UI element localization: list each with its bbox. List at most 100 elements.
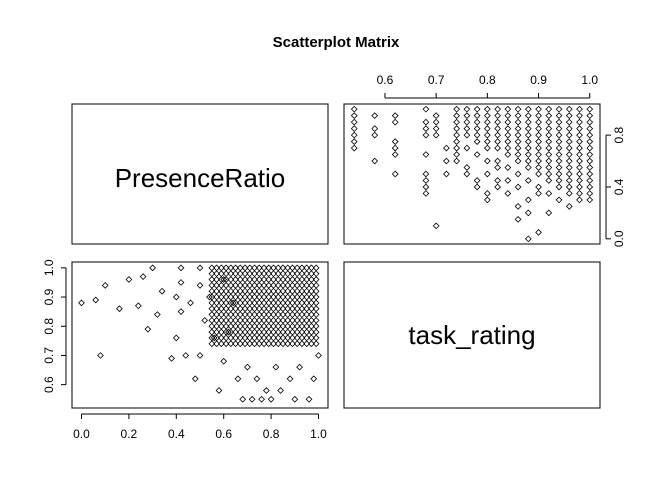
data-point bbox=[222, 264, 230, 272]
data-point bbox=[463, 105, 471, 113]
top-axis-tick-label: 0.7 bbox=[428, 73, 445, 87]
data-point bbox=[210, 334, 218, 342]
data-point bbox=[92, 296, 100, 304]
data-point bbox=[453, 157, 461, 165]
data-point bbox=[232, 334, 239, 342]
data-point bbox=[422, 177, 430, 184]
data-point bbox=[284, 340, 292, 348]
data-point bbox=[586, 190, 594, 197]
data-point bbox=[298, 334, 306, 342]
data-point bbox=[504, 164, 512, 171]
data-point bbox=[284, 328, 292, 336]
data-point bbox=[227, 322, 235, 330]
data-point bbox=[308, 317, 315, 324]
data-point bbox=[270, 311, 277, 318]
data-point bbox=[213, 293, 220, 301]
data-point bbox=[514, 183, 522, 191]
data-point bbox=[258, 395, 265, 403]
data-point bbox=[213, 317, 220, 324]
data-point bbox=[284, 317, 292, 324]
data-point bbox=[274, 264, 282, 272]
data-point bbox=[555, 131, 563, 139]
data-point bbox=[565, 177, 573, 184]
scatter-points-bottom-left bbox=[78, 264, 322, 403]
data-point bbox=[293, 281, 301, 289]
data-point bbox=[312, 264, 320, 272]
data-point bbox=[217, 305, 225, 313]
data-point bbox=[251, 322, 258, 330]
data-point bbox=[274, 287, 282, 295]
data-point bbox=[494, 157, 501, 165]
data-point bbox=[576, 131, 583, 139]
data-point bbox=[293, 270, 301, 278]
data-point bbox=[232, 328, 239, 336]
data-point bbox=[284, 276, 292, 283]
data-point bbox=[213, 270, 220, 278]
data-point bbox=[524, 177, 532, 184]
data-point bbox=[177, 308, 185, 316]
data-point bbox=[222, 340, 230, 348]
data-point bbox=[545, 138, 553, 145]
data-point bbox=[255, 270, 263, 278]
data-point bbox=[236, 299, 244, 307]
data-point bbox=[246, 281, 254, 289]
data-point bbox=[303, 317, 311, 324]
data-point bbox=[208, 328, 216, 336]
data-point bbox=[555, 157, 563, 165]
data-point bbox=[241, 281, 249, 289]
data-point bbox=[315, 352, 322, 359]
data-point bbox=[514, 157, 522, 165]
data-point bbox=[274, 311, 282, 318]
data-point bbox=[251, 264, 258, 272]
data-point bbox=[545, 164, 553, 171]
data-point bbox=[298, 264, 306, 272]
data-point bbox=[270, 305, 277, 313]
data-point bbox=[303, 340, 311, 348]
data-point bbox=[494, 112, 501, 120]
data-point bbox=[432, 112, 440, 120]
data-point bbox=[232, 305, 239, 313]
data-point bbox=[236, 328, 244, 336]
data-point bbox=[251, 317, 258, 324]
data-point bbox=[422, 125, 430, 132]
data-point bbox=[265, 293, 273, 301]
data-point bbox=[586, 125, 594, 132]
data-point bbox=[565, 183, 573, 191]
data-point bbox=[270, 334, 277, 342]
data-point bbox=[232, 270, 239, 278]
data-point bbox=[298, 311, 306, 318]
data-point bbox=[308, 299, 315, 307]
data-point bbox=[260, 305, 268, 313]
data-point bbox=[463, 170, 471, 178]
data-point bbox=[208, 305, 216, 313]
data-point bbox=[350, 125, 358, 132]
data-point bbox=[586, 170, 594, 178]
data-point bbox=[239, 395, 247, 403]
data-point bbox=[483, 112, 491, 120]
data-point bbox=[432, 131, 440, 139]
data-point bbox=[298, 328, 306, 336]
data-point bbox=[565, 125, 573, 132]
data-point bbox=[453, 112, 461, 120]
data-point bbox=[535, 144, 542, 152]
scatter-points-top-right bbox=[350, 105, 594, 243]
data-point bbox=[298, 317, 306, 324]
data-point bbox=[260, 276, 268, 283]
data-point bbox=[265, 305, 273, 313]
data-point bbox=[535, 125, 542, 132]
data-point bbox=[225, 328, 232, 336]
data-point bbox=[514, 151, 522, 158]
data-point bbox=[545, 151, 553, 158]
data-point bbox=[265, 340, 273, 348]
data-point bbox=[246, 287, 254, 295]
data-point bbox=[251, 334, 258, 342]
data-point bbox=[149, 264, 156, 272]
data-point bbox=[586, 196, 594, 204]
data-point bbox=[232, 293, 239, 301]
data-point bbox=[236, 317, 244, 324]
data-point bbox=[555, 105, 563, 113]
data-point bbox=[555, 125, 563, 132]
data-point bbox=[422, 131, 430, 139]
data-point bbox=[222, 305, 230, 313]
data-point bbox=[350, 138, 358, 145]
